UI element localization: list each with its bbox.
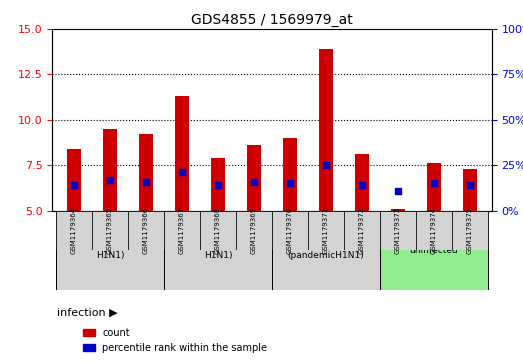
Text: infection ▶: infection ▶ [56, 307, 117, 317]
Point [250, 179, 258, 184]
Bar [139, 134, 153, 211]
FancyBboxPatch shape [380, 211, 488, 290]
FancyBboxPatch shape [164, 211, 200, 250]
Title: GDS4855 / 1569979_at: GDS4855 / 1569979_at [191, 13, 353, 26]
FancyBboxPatch shape [56, 211, 164, 290]
Legend: count, percentile rank within the sample: count, percentile rank within the sample [79, 324, 271, 357]
Text: GSM1179373: GSM1179373 [395, 207, 401, 254]
Bar [67, 149, 81, 211]
Point [466, 182, 474, 188]
FancyBboxPatch shape [164, 211, 272, 290]
Text: GSM1179372: GSM1179372 [359, 207, 365, 254]
Point [106, 177, 114, 183]
Point [430, 180, 438, 186]
Point [286, 180, 294, 186]
Bar [391, 209, 405, 211]
Text: GSM1179368: GSM1179368 [215, 207, 221, 254]
Point [394, 188, 402, 193]
Bar [427, 163, 441, 211]
Point [178, 170, 186, 175]
FancyBboxPatch shape [200, 211, 236, 250]
Bar [319, 49, 333, 211]
Text: GSM1179367: GSM1179367 [179, 207, 185, 254]
Text: GSM1179375: GSM1179375 [467, 207, 473, 254]
FancyBboxPatch shape [452, 211, 488, 250]
FancyBboxPatch shape [308, 211, 344, 250]
FancyBboxPatch shape [272, 211, 308, 250]
Text: GSM1179365: GSM1179365 [107, 207, 113, 254]
FancyBboxPatch shape [272, 211, 380, 290]
Text: KY/180
(pandemicH1N1): KY/180 (pandemicH1N1) [288, 241, 365, 260]
Point [358, 182, 366, 188]
FancyBboxPatch shape [344, 211, 380, 250]
Point [322, 162, 330, 168]
Text: GSM1179370: GSM1179370 [287, 207, 293, 254]
Text: uninfected: uninfected [410, 246, 458, 255]
Text: GSM1179366: GSM1179366 [143, 207, 149, 254]
Text: GSM1179371: GSM1179371 [323, 207, 329, 254]
Text: GSM1179369: GSM1179369 [251, 207, 257, 254]
Bar [355, 154, 369, 211]
Point [142, 179, 150, 184]
FancyBboxPatch shape [380, 211, 416, 250]
Bar [247, 145, 261, 211]
FancyBboxPatch shape [416, 211, 452, 250]
Text: GSM1179374: GSM1179374 [431, 207, 437, 254]
Text: KY/136 (pandemic
H1N1): KY/136 (pandemic H1N1) [177, 241, 259, 260]
Bar [211, 158, 225, 211]
FancyBboxPatch shape [236, 211, 272, 250]
Bar [463, 169, 477, 211]
Bar [103, 129, 117, 211]
Text: BN/59 (seasonal
H1N1): BN/59 (seasonal H1N1) [73, 241, 146, 260]
FancyBboxPatch shape [128, 211, 164, 250]
FancyBboxPatch shape [92, 211, 128, 250]
Text: GSM1179364: GSM1179364 [71, 207, 77, 254]
Point [214, 182, 222, 188]
FancyBboxPatch shape [56, 211, 92, 250]
Point [70, 182, 78, 188]
Bar [175, 96, 189, 211]
Bar [283, 138, 297, 211]
